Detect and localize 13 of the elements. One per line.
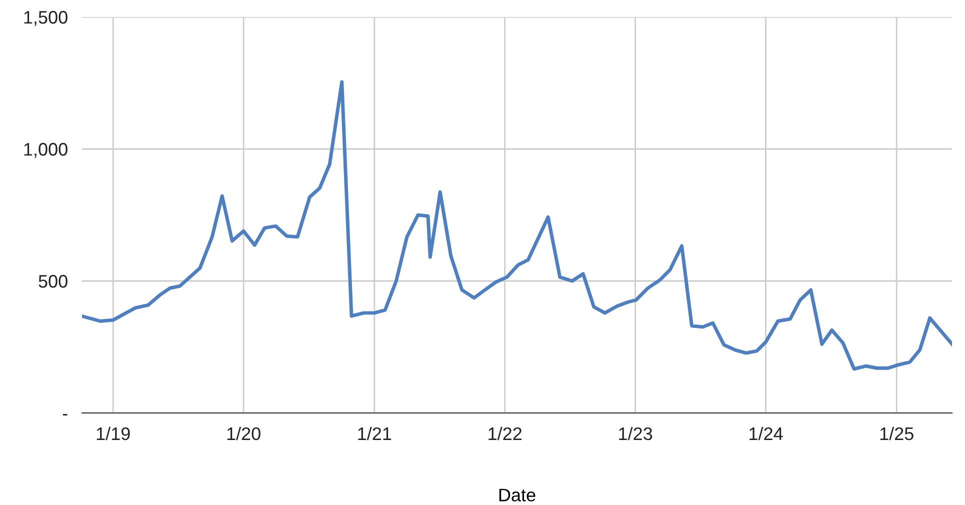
- y-tick-label: -: [62, 414, 68, 416]
- x-axis-title: Date: [499, 488, 536, 502]
- y-tick-label: 1,000: [24, 142, 68, 158]
- y-tick-label: 500: [38, 274, 68, 288]
- x-tick-label: 1/21: [358, 426, 392, 440]
- x-tick-label: 1/25: [880, 426, 914, 440]
- x-tick-label: 1/20: [227, 426, 260, 440]
- y-tick-label: 1,500: [24, 10, 68, 26]
- x-tick-label: 1/22: [488, 426, 522, 440]
- x-tick-label: 1/24: [750, 426, 783, 440]
- line-series: [82, 80, 952, 371]
- x-tick-label: 1/19: [96, 426, 130, 440]
- x-tick-label: 1/23: [619, 426, 652, 440]
